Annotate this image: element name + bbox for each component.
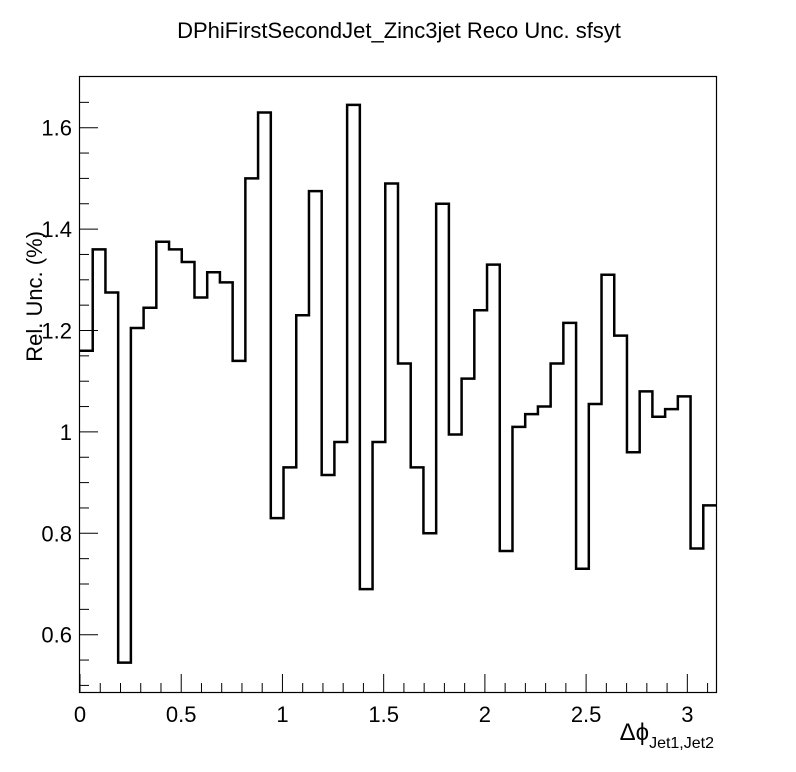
- x-axis-label-subscript: Jet1,Jet2: [649, 735, 714, 752]
- y-tick-label: 0.6: [41, 623, 72, 648]
- plot-frame: [78, 75, 718, 694]
- x-tick-label: 2.5: [571, 702, 602, 727]
- chart-title: DPhiFirstSecondJet_Zinc3jet Reco Unc. sf…: [177, 18, 621, 43]
- y-tick-label: 0.8: [41, 521, 72, 546]
- x-tick-label: 0.5: [166, 702, 197, 727]
- y-tick-label: 1.2: [41, 319, 72, 344]
- x-axis-label: ΔϕJet1,Jet2: [620, 719, 715, 752]
- x-tick-label: 1: [276, 702, 288, 727]
- axis-ticks: [79, 101, 709, 692]
- y-tick-label: 1.4: [41, 217, 72, 242]
- x-tick-label: 3: [681, 702, 693, 727]
- y-axis-label: Rel. Unc. (%): [22, 231, 47, 362]
- y-tick-label: 1: [60, 420, 72, 445]
- tick-labels: 0 0.5 1 1.5 2 2.5 3 0.6 0.8 1 1.2 1.4 1.6: [41, 116, 693, 727]
- x-tick-label: 0: [74, 702, 86, 727]
- histogram-line: [80, 103, 716, 664]
- x-axis-label-symbol: Δϕ: [620, 719, 649, 746]
- x-tick-label: 2: [479, 702, 491, 727]
- y-tick-label: 1.6: [41, 116, 72, 141]
- x-tick-label: 1.5: [368, 702, 399, 727]
